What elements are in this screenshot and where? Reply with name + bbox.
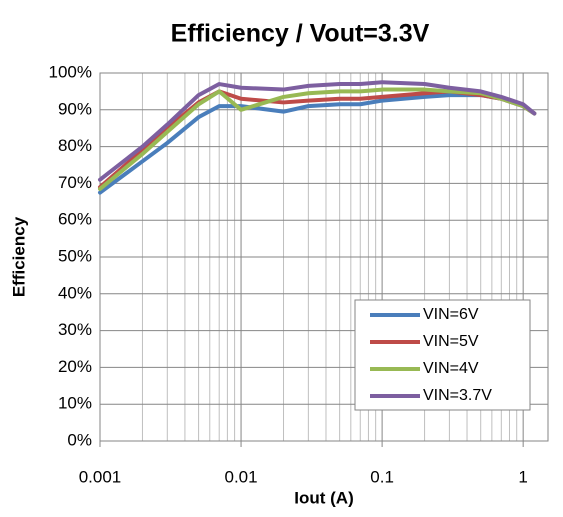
y-tick-label: 40% xyxy=(58,283,92,302)
plot-border xyxy=(99,72,549,442)
legend-label: VIN=5V xyxy=(423,333,479,350)
y-tick-label: 90% xyxy=(58,99,92,118)
y-axis-label: Efficiency xyxy=(9,216,28,297)
legend-box xyxy=(354,299,531,411)
legend-label: VIN=6V xyxy=(423,306,479,323)
series-line xyxy=(98,80,537,182)
x-tick-label: 0.001 xyxy=(79,467,122,486)
legend-label: VIN=4V xyxy=(423,360,479,377)
y-tick-label: 80% xyxy=(58,136,92,155)
x-axis-label: Iout (A) xyxy=(294,488,353,507)
y-tick-label: 0% xyxy=(67,430,92,449)
x-tick-label: 0.01 xyxy=(225,467,258,486)
y-tick-label: 100% xyxy=(49,62,92,81)
x-tick-label: 0.1 xyxy=(370,467,394,486)
y-tick-label: 70% xyxy=(58,173,92,192)
y-tick-label: 50% xyxy=(58,246,92,265)
y-tick-label: 20% xyxy=(58,357,92,376)
x-tick-label: 1 xyxy=(518,467,527,486)
y-tick-label: 30% xyxy=(58,320,92,339)
y-tick-label: 10% xyxy=(58,394,92,413)
chart-title: Efficiency / Vout=3.3V xyxy=(171,20,430,48)
y-tick-label: 60% xyxy=(58,210,92,229)
legend-label: VIN=3.7V xyxy=(423,387,492,404)
